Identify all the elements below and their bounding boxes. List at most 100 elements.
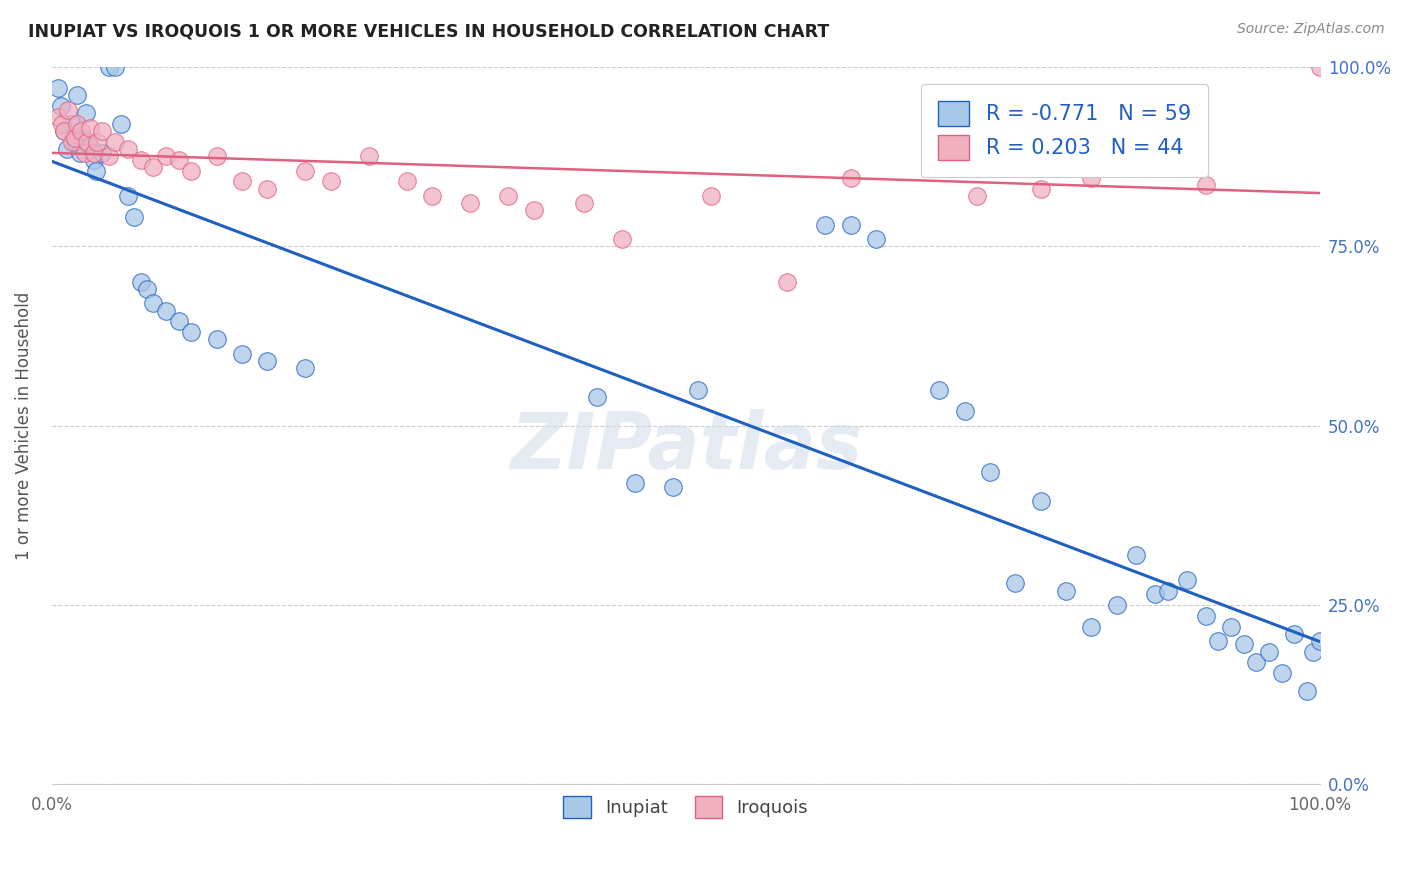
Point [155, 149, 177, 163]
Point [205, 149, 228, 163]
Point [953, 404, 976, 418]
Point [776, 275, 799, 289]
Point [1029, 181, 1052, 195]
Point [1309, 633, 1331, 648]
Point [83, 145, 105, 160]
Point [966, 189, 988, 203]
Point [1206, 633, 1229, 648]
Point [979, 465, 1001, 479]
Point [58, 103, 80, 117]
Point [129, 153, 152, 167]
Point [70, 124, 93, 138]
Point [928, 383, 950, 397]
Point [59, 117, 82, 131]
Point [1054, 583, 1077, 598]
Legend: Inupiat, Iroquois: Inupiat, Iroquois [557, 789, 815, 826]
Point [46, 110, 69, 124]
Point [612, 232, 634, 246]
Point [129, 275, 152, 289]
Point [91, 124, 114, 138]
Point [1309, 60, 1331, 74]
Point [865, 232, 887, 246]
Point [1029, 494, 1052, 508]
Point [60, 135, 83, 149]
Point [104, 135, 127, 149]
Point [180, 325, 202, 339]
Point [1156, 583, 1178, 598]
Point [142, 160, 165, 174]
Point [122, 211, 145, 225]
Point [1194, 178, 1216, 192]
Text: Source: ZipAtlas.com: Source: ZipAtlas.com [1237, 22, 1385, 37]
Point [49, 99, 72, 113]
Point [839, 218, 862, 232]
Point [586, 390, 609, 404]
Point [1296, 684, 1319, 698]
Point [1246, 656, 1268, 670]
Point [97, 60, 120, 74]
Point [1219, 619, 1241, 633]
Point [66, 117, 89, 131]
Point [1105, 598, 1128, 612]
Point [167, 314, 190, 328]
Point [1258, 645, 1281, 659]
Point [135, 282, 157, 296]
Point [63, 135, 86, 149]
Point [46, 81, 69, 95]
Point [110, 117, 132, 131]
Point [1080, 619, 1102, 633]
Point [76, 135, 98, 149]
Point [496, 189, 519, 203]
Text: ZIPatlas: ZIPatlas [509, 409, 862, 485]
Point [104, 60, 127, 74]
Point [91, 145, 114, 160]
Point [142, 296, 165, 310]
Y-axis label: 1 or more Vehicles in Household: 1 or more Vehicles in Household [15, 292, 32, 559]
Point [1125, 548, 1147, 562]
Point [420, 189, 443, 203]
Point [69, 145, 91, 160]
Point [624, 475, 647, 490]
Point [167, 153, 190, 167]
Point [56, 142, 79, 156]
Point [522, 203, 544, 218]
Point [79, 138, 101, 153]
Point [1271, 666, 1294, 681]
Point [256, 354, 278, 368]
Point [458, 196, 481, 211]
Point [63, 131, 86, 145]
Point [319, 174, 342, 188]
Point [231, 174, 253, 188]
Point [294, 361, 316, 376]
Point [574, 196, 596, 211]
Point [256, 181, 278, 195]
Point [180, 163, 202, 178]
Point [155, 303, 177, 318]
Point [79, 120, 101, 135]
Point [53, 124, 76, 138]
Point [53, 124, 76, 138]
Point [72, 131, 94, 145]
Point [117, 189, 139, 203]
Point [51, 117, 73, 131]
Point [1302, 645, 1324, 659]
Point [700, 189, 723, 203]
Point [662, 479, 685, 493]
Point [1080, 170, 1102, 185]
Point [294, 163, 316, 178]
Point [84, 163, 107, 178]
Point [1232, 637, 1254, 651]
Point [1175, 573, 1198, 587]
Point [839, 170, 862, 185]
Point [1143, 587, 1166, 601]
Point [1004, 576, 1026, 591]
Point [357, 149, 380, 163]
Point [688, 383, 710, 397]
Text: INUPIAT VS IROQUOIS 1 OR MORE VEHICLES IN HOUSEHOLD CORRELATION CHART: INUPIAT VS IROQUOIS 1 OR MORE VEHICLES I… [28, 22, 830, 40]
Point [814, 218, 837, 232]
Point [66, 88, 89, 103]
Point [395, 174, 418, 188]
Point [86, 135, 108, 149]
Point [231, 347, 253, 361]
Point [205, 332, 228, 346]
